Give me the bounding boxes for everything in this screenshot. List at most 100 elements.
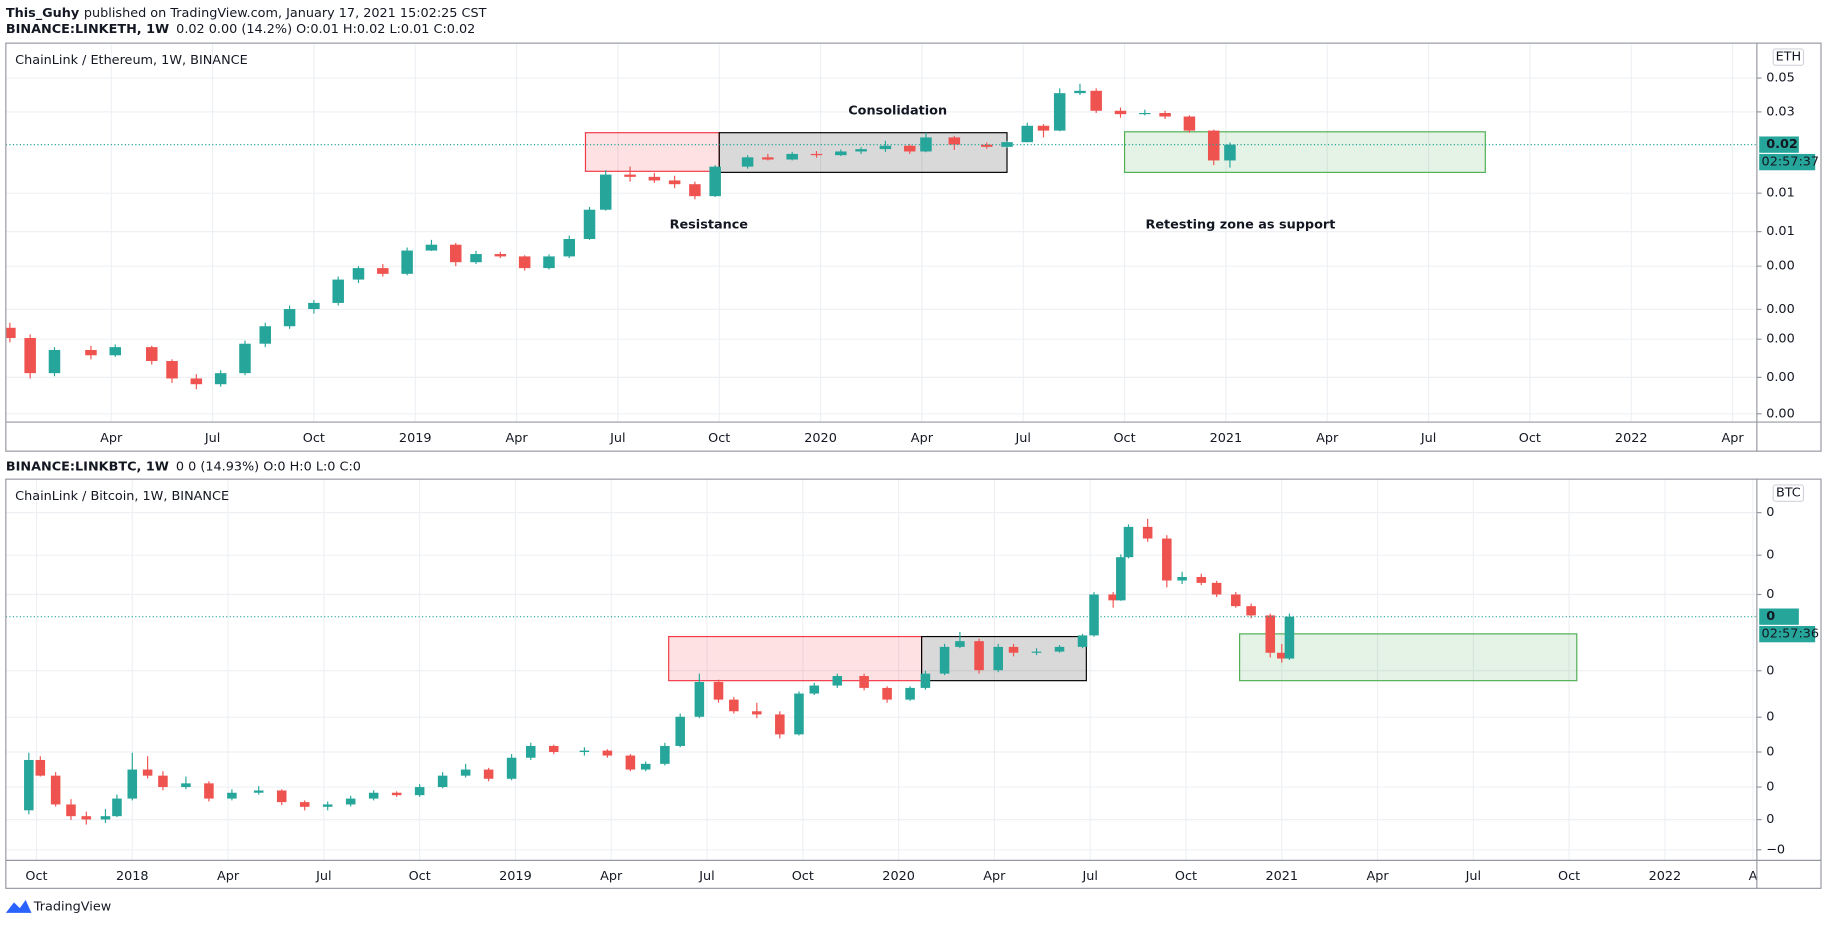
candle-body [648,176,661,181]
candle-body [299,802,310,807]
candle-body [1053,93,1066,131]
candle-body [579,750,590,752]
candle-body [525,745,536,758]
candle-body [166,361,178,379]
candle-body [158,775,168,788]
pane-frame [5,42,1822,452]
candle-body [694,681,705,717]
candle-body [713,681,724,700]
x-tick-label: Apr [1316,431,1339,446]
logo-text: TradingView [33,899,111,914]
x-tick-label: Oct [708,431,730,446]
x-tick-label: 2022 [1649,869,1682,884]
candle-body [794,693,804,735]
candle-body [599,174,612,210]
candle-body [308,302,320,310]
x-tick-label: Oct [1519,431,1541,446]
candle-body [602,750,613,756]
candle-body [470,254,482,263]
zone [584,132,720,172]
unit-label: BTC [1776,486,1801,501]
candle-body [563,238,576,257]
candle-body [882,687,892,700]
x-tick-label: 2019 [399,431,432,446]
zones [668,633,1578,682]
candle-body [24,759,34,811]
candle-body [625,755,636,770]
candle-body [1207,130,1220,161]
y-tick-label: 0.00 [1766,406,1795,421]
x-tick-label: 2021 [1210,431,1243,446]
countdown: 02:57:36 [1762,627,1820,642]
candle-body [660,745,670,764]
x-tick-label: Jul [204,431,220,446]
publish-line: This_Guhy published on TradingView.com, J… [6,5,487,20]
x-tick-label: Apr [505,431,528,446]
x-tick-label: Jul [1465,869,1481,884]
candle-body [181,783,191,788]
candle-body [1108,594,1118,601]
x-tick-label: Jul [1420,431,1436,446]
candle-body [450,244,462,263]
candle-body [1089,594,1099,636]
pane-frame [5,478,1822,889]
candle-body [518,256,531,269]
candle-body [48,349,61,374]
candle-body [809,685,820,694]
y-tick-label: 0.00 [1766,332,1795,347]
candle-body [920,673,931,688]
y-tick-label: 0 [1766,548,1774,563]
y-tick-label: −0 [1766,842,1785,857]
symbol: BINANCE:LINKETH, 1W [6,22,169,37]
candle-body [1074,90,1086,94]
y-tick-label: 0.00 [1766,302,1795,317]
candle-body [955,641,965,647]
candle-body [859,676,869,688]
candle-body [729,699,739,712]
candle-body [548,745,559,752]
y-tick-label: 0.00 [1766,259,1795,274]
candle-body [1224,144,1236,161]
x-tick-label: Oct [409,869,431,884]
logo-icon [5,900,32,913]
candle-body [1114,110,1127,115]
x-tick-label: Jul [1081,869,1097,884]
candle-body [437,775,448,788]
zone [1123,131,1486,173]
candle-body [239,343,251,374]
y-tick-label: 0.00 [1766,370,1795,385]
candle-body [146,347,158,362]
candle-body [1196,576,1207,583]
candle-body [775,714,785,735]
candle-body [332,279,344,303]
candle-body [322,804,333,807]
candle-body [1054,646,1065,652]
candle-body [980,144,993,147]
x-tick-label: Apr [600,869,623,884]
candle-body [460,769,471,776]
last-price-box [1759,136,1799,153]
candle-body [5,327,16,338]
x-tick-label: Oct [25,869,47,884]
x-tick-label: Apr [911,431,934,446]
candle-body [35,759,46,776]
candle-body [640,763,651,770]
author: This_Guhy [6,5,80,20]
candle-body [214,373,227,385]
candle-body [762,157,774,160]
candle-body [1231,594,1241,607]
candle-body [1116,557,1126,601]
x-tick-label: 2020 [804,431,837,446]
candle-body [1183,116,1196,131]
quote: 0.02 0.00 (14.2%) O:0.01 H:0.02 L:0.01 C… [176,22,475,37]
y-tick-label: 0.01 [1766,186,1795,201]
candle-body [624,174,636,177]
candle-body [1139,113,1151,115]
zone [668,635,923,682]
y-tick-label: 0 [1766,780,1774,795]
chart-pane: BINANCE:LINKETH, 1W 0.02 0.00 (14.2%) O:0… [5,22,1822,452]
y-tick-label: 0 [1766,710,1774,725]
x-tick-label: Apr [1721,431,1744,446]
candle-body [204,783,214,799]
